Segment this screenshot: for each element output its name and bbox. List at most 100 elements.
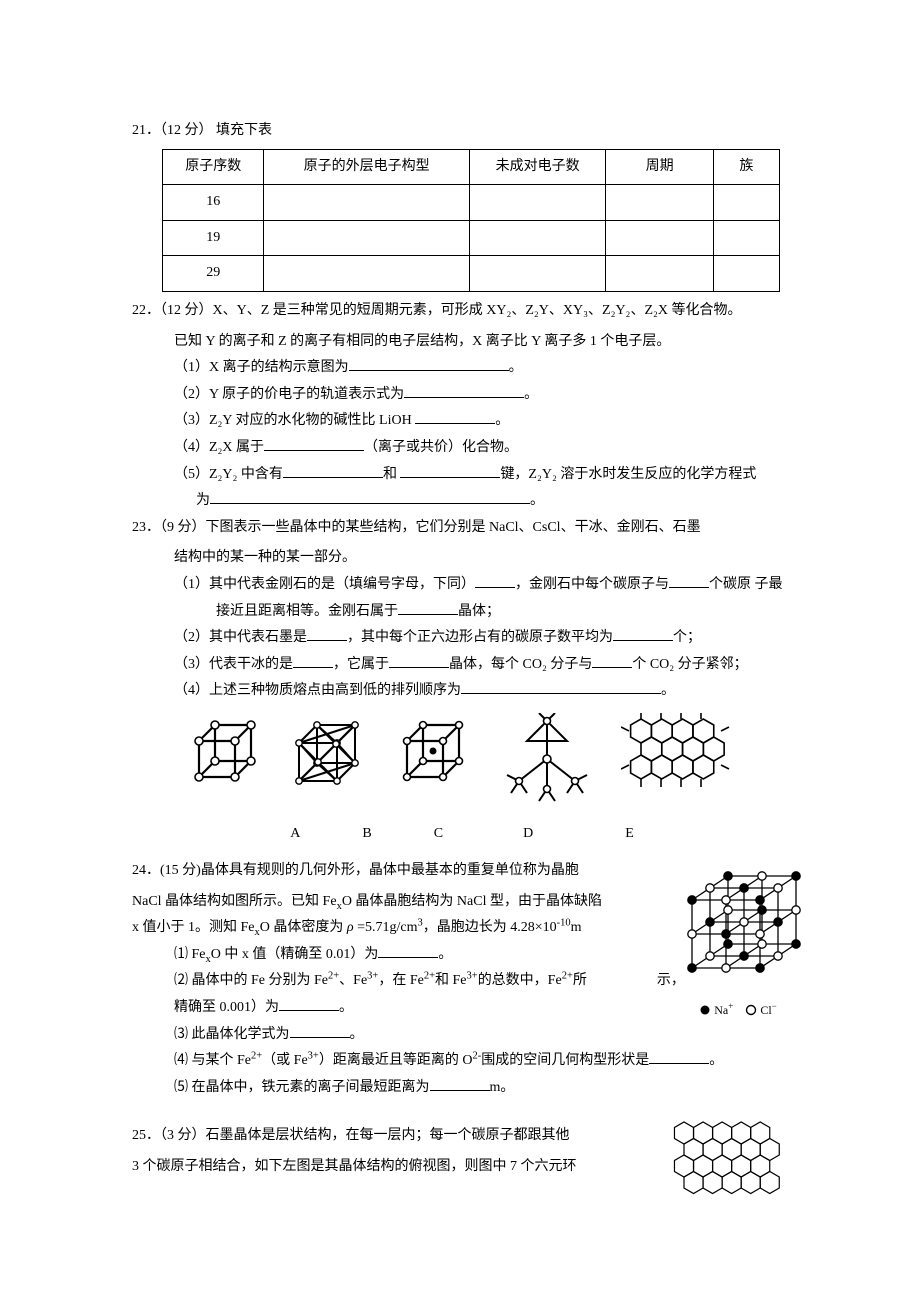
q22-header: 22．（12 分）X、Y、Z 是三种常见的短周期元素，可形成 XY₂、Z₂Y、X… xyxy=(132,298,792,325)
q23-1e: 晶体； xyxy=(458,604,500,619)
col-electron-config: 原子的外层电子构型 xyxy=(264,149,469,185)
fill-blank[interactable] xyxy=(290,1023,350,1038)
q22-line2: 已知 Y 的离子和 Z 的离子有相同的电子层结构，X 离子比 Y 离子多 1 个… xyxy=(132,329,792,356)
fill-blank[interactable] xyxy=(210,489,530,504)
q23-1b: ，金刚石中每个碳原子与 xyxy=(515,577,669,592)
nacl-legend: Na+ Cl− xyxy=(674,999,802,1022)
cell-blank[interactable] xyxy=(469,185,606,221)
q22-4a: （4）Z₂X 属于 xyxy=(174,440,264,455)
t: 围成的空间几何构型形状是 xyxy=(481,1053,649,1068)
figure-a xyxy=(187,713,265,820)
t: 、Fe xyxy=(339,973,367,988)
q22-3a: （3）Z₂Y 对应的水化物的碱性比 LiOH xyxy=(174,413,415,428)
q22-part4: （4）Z₂X 属于 （离子或共价）化合物。 xyxy=(132,435,792,462)
nacl-cell-icon xyxy=(674,858,802,986)
fill-blank[interactable] xyxy=(378,943,438,958)
t: ⑸ 在晶体中，铁元素的离子间最短距离为 xyxy=(174,1080,430,1095)
t: ，晶胞边长为 4.28×10 xyxy=(423,920,557,935)
fill-blank[interactable] xyxy=(307,626,347,641)
q24-line1: 24．(15 分)晶体具有规则的几何外形，晶体中最基本的重复单位称为晶胞 xyxy=(132,858,662,885)
q23-3c: 晶体，每个 CO₂ 分子与 xyxy=(449,657,592,672)
q22-5c: 键，Z₂Y₂ 溶于水时发生反应的化学方程式 xyxy=(500,467,756,482)
fill-blank[interactable] xyxy=(283,463,383,478)
t: O 中 x 值（精确至 0.01）为 xyxy=(211,947,379,962)
fill-blank[interactable] xyxy=(279,996,339,1011)
q23-part2: （2）其中代表石墨是 ，其中每个正六边形占有的碳原子数平均为 个； xyxy=(132,625,792,652)
cell-blank[interactable] xyxy=(606,256,713,292)
table-row: 16 xyxy=(163,185,780,221)
col-group: 族 xyxy=(713,149,779,185)
q22-5d: 为 xyxy=(196,493,210,508)
fill-blank[interactable] xyxy=(461,679,661,694)
fill-blank[interactable] xyxy=(430,1076,490,1091)
t: m。 xyxy=(490,1080,515,1095)
cell-blank[interactable] xyxy=(713,185,779,221)
q24-block: Na+ Cl− 24．(15 分)晶体具有规则的几何外形，晶体中最基本的重复单位… xyxy=(132,858,792,1101)
fill-blank[interactable] xyxy=(349,356,509,371)
t: ）距离最近且等距离的 O xyxy=(319,1053,473,1068)
q22-part3: （3）Z₂Y 对应的水化物的碱性比 LiOH 。 xyxy=(132,408,792,435)
fill-blank[interactable] xyxy=(264,436,364,451)
fill-blank[interactable] xyxy=(475,573,515,588)
cell-blank[interactable] xyxy=(713,220,779,256)
fill-blank[interactable] xyxy=(669,573,709,588)
q22-part5: （5）Z₂Y₂ 中含有和 键，Z₂Y₂ 溶于水时发生反应的化学方程式 xyxy=(132,462,792,489)
figure-label: A xyxy=(290,821,300,848)
figure-e xyxy=(621,713,737,820)
cell-blank[interactable] xyxy=(264,220,469,256)
fill-blank[interactable] xyxy=(398,600,458,615)
col-period: 周期 xyxy=(606,149,713,185)
cube-a-icon xyxy=(187,713,265,799)
q22-4b: （离子或共价）化合物。 xyxy=(364,440,518,455)
q23-2c: 个； xyxy=(673,630,701,645)
fill-blank[interactable] xyxy=(293,653,333,668)
q24-line2: NaCl 晶体结构如图所示。已知 FexO 晶体晶胞结构为 NaCl 型，由于晶… xyxy=(132,889,662,916)
graphite-figure xyxy=(666,1117,796,1238)
table-row: 19 xyxy=(163,220,780,256)
cell-blank[interactable] xyxy=(264,185,469,221)
fill-blank[interactable] xyxy=(404,383,524,398)
t: ⑵ 晶体中的 Fe 分别为 Fe xyxy=(174,973,328,988)
q22-2a: （2）Y 原子的价电子的轨道表示式为 xyxy=(174,387,404,402)
cell-z29: 29 xyxy=(163,256,264,292)
cube-c-icon xyxy=(395,713,473,799)
table-row: 29 xyxy=(163,256,780,292)
q24-part1: ⑴ FexO 中 x 值（精确至 0.01）为。 xyxy=(132,942,704,969)
q22-part1: （1）X 离子的结构示意图为。 xyxy=(132,355,792,382)
fill-blank[interactable] xyxy=(613,626,673,641)
cell-blank[interactable] xyxy=(469,256,606,292)
q21-table: 原子序数 原子的外层电子构型 未成对电子数 周期 族 16 19 29 xyxy=(162,149,780,292)
figure-label: E xyxy=(625,821,634,848)
figure-b xyxy=(289,713,371,820)
legend-na: Na+ xyxy=(714,1003,733,1017)
q22-5b: 和 xyxy=(383,467,401,482)
q23-3b: ，它属于 xyxy=(333,657,389,672)
cell-blank[interactable] xyxy=(713,256,779,292)
fill-blank[interactable] xyxy=(389,653,449,668)
fill-blank[interactable] xyxy=(592,653,632,668)
q22-3b: 。 xyxy=(495,413,509,428)
fill-blank[interactable] xyxy=(400,463,500,478)
cell-blank[interactable] xyxy=(264,256,469,292)
figure-label: D xyxy=(523,821,533,848)
hexlayer-e-icon xyxy=(621,713,737,809)
q23-line2: 结构中的某一种的某一部分。 xyxy=(132,545,792,572)
q23-2a: （2）其中代表石墨是 xyxy=(174,630,307,645)
fill-blank[interactable] xyxy=(415,409,495,424)
cell-blank[interactable] xyxy=(606,185,713,221)
q23-1c: 个碳原 xyxy=(709,577,751,592)
table-header-row: 原子序数 原子的外层电子构型 未成对电子数 周期 族 xyxy=(163,149,780,185)
cell-blank[interactable] xyxy=(469,220,606,256)
nacl-figure: Na+ Cl− xyxy=(674,858,802,1021)
q23-part1: （1）其中代表金刚石的是（填编号字母，下同），金刚石中每个碳原子与个碳原 子最接… xyxy=(132,572,792,625)
t: （或 Fe xyxy=(262,1053,308,1068)
q23-figures xyxy=(132,713,792,820)
tetrahedral-d-icon xyxy=(497,713,597,809)
fill-blank[interactable] xyxy=(649,1049,709,1064)
t: x 值小于 1。测知 Fe xyxy=(132,920,255,935)
q23-part4: （4）上述三种物质熔点由高到低的排列顺序为。 xyxy=(132,678,792,705)
col-atomic-number: 原子序数 xyxy=(163,149,264,185)
q23-2b: ，其中每个正六边形占有的碳原子数平均为 xyxy=(347,630,613,645)
q22-5e: 。 xyxy=(530,493,544,508)
cell-blank[interactable] xyxy=(606,220,713,256)
